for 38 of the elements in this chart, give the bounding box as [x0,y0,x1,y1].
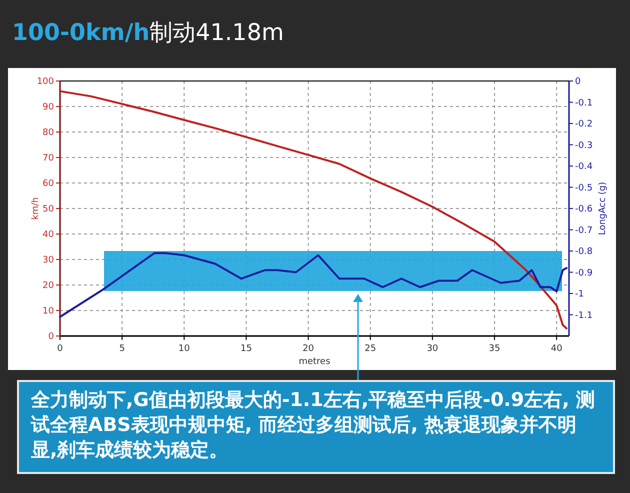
y2-tick-label: -1 [575,290,584,300]
y2-tick-label: 0 [575,77,581,87]
y2-tick-label: -0.9 [575,268,593,278]
y-tick-label: 40 [42,230,54,240]
y2-tick-label: -0.5 [575,183,593,194]
y-tick-label: 100 [36,77,54,87]
x-tick-label: 20 [302,344,314,354]
line-series [59,90,568,330]
y-tick-label: 10 [42,306,54,316]
x-axis-title: metres [298,357,331,367]
y-tick-label: 80 [42,128,54,138]
x-tick-label: 0 [57,344,64,354]
x-tick-label: 15 [240,344,252,354]
x-tick-label: 25 [364,344,376,354]
y-tick-label: 50 [42,204,54,214]
y2-tick-label: -0.6 [575,204,593,214]
y-tick-label: 30 [42,256,54,266]
x-tick-label: 30 [426,344,438,354]
y-tick-label: 0 [48,332,54,342]
y2-tick-label: -0.2 [575,120,593,130]
y-tick-label: 20 [42,281,54,291]
y-tick-label: 90 [42,102,54,112]
x-tick-label: 5 [119,344,125,354]
text: 全力制动下,G值由初段最大的-1.1左右,平稳至中后段-0.9左右, 测试全程ABS表现中规中矩, 而经过多组测试后, 热衰退现象并不明显,刹车成绩较为稳定。 [17,380,615,474]
y2-tick-label: -1.1 [575,310,593,321]
x-tick-label: 40 [550,344,563,354]
x-tick-label: 10 [178,344,190,354]
x-tick-label: 35 [488,344,500,354]
y2-tick-label: -0.4 [575,162,593,172]
y-axis-title: km/h [31,197,41,220]
y2-tick-label: -0.3 [575,140,593,151]
y2-tick-label: -0.1 [575,98,593,108]
y-tick-label: 60 [42,179,54,189]
y2-tick-label: -0.8 [575,247,593,257]
y2-tick-label: -0.7 [575,226,593,236]
chart-title: 100-0km/h制动41.18m [12,20,284,46]
y2-axis-title: LongAcc (g) [598,182,608,236]
y-tick-label: 70 [42,154,54,164]
